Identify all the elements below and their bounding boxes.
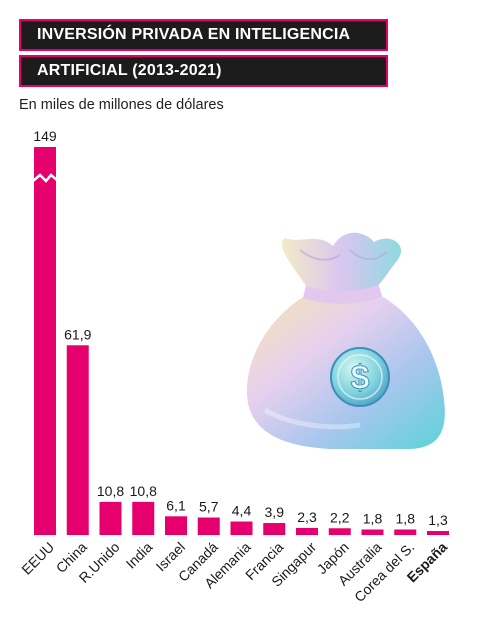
value-label-india: 10,8: [130, 483, 157, 499]
value-label-australia: 1,8: [363, 510, 383, 526]
value-label-francia: 3,9: [265, 504, 285, 520]
category-label-india: India: [123, 539, 156, 572]
bar-corea-del-s: [394, 529, 417, 535]
bar-india: [132, 501, 155, 535]
bar-china: [66, 345, 89, 535]
category-label-eeuu: EEUU: [18, 539, 57, 578]
svg-text:$: $: [351, 359, 370, 397]
bar-singapur: [296, 527, 318, 535]
bar-espana: [427, 531, 449, 535]
value-label-corea-del-s: 1,8: [396, 510, 416, 526]
value-label-alemania: 4,4: [232, 503, 252, 519]
bar-eeuu: [34, 147, 56, 535]
value-label-singapur: 2,3: [297, 509, 317, 525]
bar-r-unido: [99, 501, 122, 535]
bar-israel: [165, 516, 187, 535]
value-label-china: 61,9: [64, 326, 91, 342]
bar-canada: [197, 517, 220, 535]
bar-australia: [361, 529, 384, 535]
axis-break-mark: [32, 173, 58, 183]
value-label-eeuu: 149: [33, 128, 57, 144]
value-label-r-unido: 10,8: [97, 483, 124, 499]
value-label-israel: 6,1: [166, 497, 186, 513]
bar-japon: [328, 528, 351, 535]
bar-alemania: [230, 521, 253, 535]
chart-title-line-2: ARTIFICIAL (2013-2021): [19, 55, 388, 87]
chart-title-line-1: INVERSIÓN PRIVADA EN INTELIGENCIA: [19, 19, 388, 51]
value-label-japon: 2,2: [330, 509, 350, 525]
chart-subtitle: En miles de millones de dólares: [19, 97, 224, 113]
value-label-canada: 5,7: [199, 499, 219, 515]
money-bag-icon: $: [246, 232, 445, 449]
value-label-espana: 1,3: [428, 512, 448, 528]
bar-francia: [263, 523, 286, 535]
